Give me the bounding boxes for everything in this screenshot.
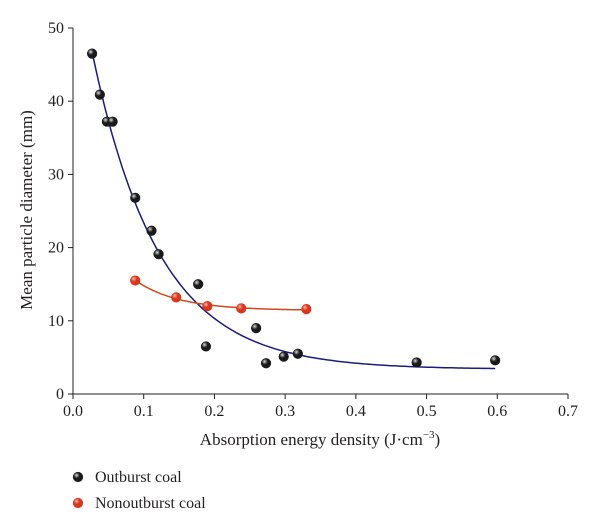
x-tick-label: 0.6 <box>487 403 507 420</box>
y-tick-label: 20 <box>48 240 64 257</box>
data-points <box>86 48 501 369</box>
legend-label-outburst-coal: Outburst coal <box>95 469 182 486</box>
nonoutburst-coal-point <box>301 303 312 315</box>
x-tick-label: 0.5 <box>417 403 437 420</box>
nonoutburst-coal-point <box>236 303 247 314</box>
legend-label-nonoutburst-coal: Nonoutburst coal <box>95 495 206 512</box>
outburst-coal-point <box>251 323 262 334</box>
x-tick-label: 0.1 <box>134 403 154 420</box>
axes: 0.0 0.1 0.2 0.3 0.4 0.5 0.6 0.7 0 10 20 30 40 50 <box>48 20 578 420</box>
outburst-coal-point <box>107 116 118 127</box>
nonoutburst-coal-point <box>202 301 213 312</box>
outburst-coal-point <box>130 192 141 203</box>
outburst-coal-point <box>260 358 272 369</box>
outburst-coal-point <box>86 48 98 59</box>
x-axis-title: Absorption energy density (J·cm−3) <box>200 429 440 449</box>
outburst-coal-point <box>490 355 501 366</box>
x-tick-label: 0.7 <box>558 403 578 420</box>
nonoutburst-coal-point <box>130 275 141 286</box>
outburst-coal-point <box>153 249 164 260</box>
x-tick-label: 0.4 <box>346 403 366 420</box>
outburst-coal-point <box>193 279 204 290</box>
outburst-coal-point <box>292 348 303 359</box>
x-tick-label: 0.0 <box>63 403 83 420</box>
nonoutburst-coal-fit-curve <box>134 279 307 311</box>
outburst-coal-point <box>94 89 105 100</box>
x-tick-label: 0.3 <box>275 403 295 420</box>
y-tick-label: 40 <box>48 93 64 110</box>
outburst-coal-fit-curve <box>91 52 496 370</box>
y-tick-label: 0 <box>56 386 64 403</box>
y-tick-label: 30 <box>48 166 64 183</box>
y-axis-title: Mean particle diameter (mm) <box>17 110 36 310</box>
fit-curves <box>91 52 496 370</box>
outburst-coal-point <box>278 351 289 362</box>
x-tick-label: 0.2 <box>204 403 224 420</box>
outburst-coal-point <box>411 357 422 368</box>
legend-marker-outburst-coal <box>72 471 84 483</box>
legend-marker-nonoutburst-coal <box>72 497 84 509</box>
axis-labels: Absorption energy density (J·cm−3) Mean … <box>17 110 440 449</box>
nonoutburst-coal-point <box>171 292 182 303</box>
legend: Outburst coal Nonoutburst coal <box>72 469 206 512</box>
y-tick-label: 10 <box>48 313 64 330</box>
outburst-coal-point <box>146 225 157 236</box>
outburst-coal-point <box>200 341 212 352</box>
y-tick-label: 50 <box>48 20 64 37</box>
